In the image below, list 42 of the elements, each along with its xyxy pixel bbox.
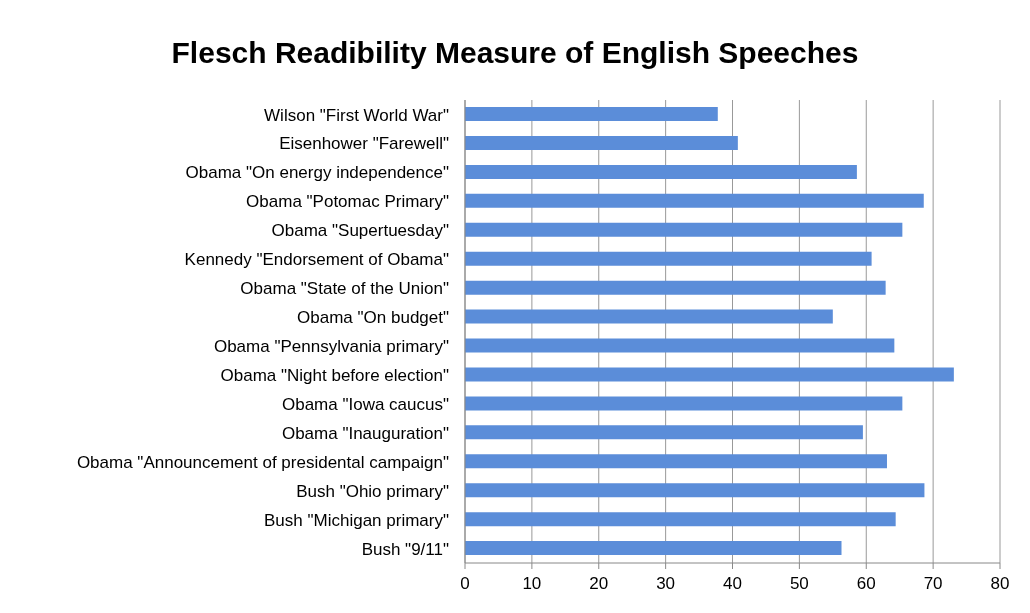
y-tick-label: Obama "Iowa caucus"	[281, 394, 449, 414]
bar	[465, 512, 896, 527]
y-tick-label: Obama "Supertuesday"	[271, 221, 449, 241]
y-tick-label: Obama "Night before election"	[220, 365, 449, 385]
bar	[465, 251, 872, 266]
y-tick-label: Obama "State of the Union"	[240, 279, 449, 299]
x-tick-label: 30	[656, 574, 676, 594]
bar	[465, 107, 718, 121]
y-tick-label: Bush "Ohio primary"	[296, 481, 449, 501]
bar	[465, 193, 924, 208]
y-tick-label: Obama "Announcement of presidental campaign"	[76, 452, 449, 472]
bar	[465, 164, 857, 179]
x-tick-label: 70	[923, 574, 943, 594]
bar	[465, 396, 903, 411]
bar	[465, 425, 863, 440]
x-tick-label: 80	[990, 574, 1010, 594]
x-tick-label: 50	[789, 574, 809, 594]
y-tick-label: Wilson "First World War"	[264, 105, 449, 125]
bar	[465, 309, 833, 324]
x-tick-label: 40	[723, 574, 742, 594]
bar	[465, 483, 925, 498]
bar	[465, 222, 903, 237]
x-tick-label: 20	[589, 574, 609, 594]
y-tick-label: Eisenhower "Farewell"	[279, 134, 449, 154]
bar	[465, 367, 954, 382]
x-tick-label: 60	[856, 574, 876, 594]
bar	[465, 135, 738, 150]
y-tick-label: Bush "9/11"	[361, 539, 449, 559]
y-tick-label: Obama "Potomac Primary"	[246, 192, 449, 212]
y-tick-label: Kennedy "Endorsement of Obama"	[184, 250, 449, 270]
bar	[465, 541, 842, 556]
y-tick-label: Obama "Inauguration"	[281, 423, 449, 443]
x-tick-label: 10	[522, 574, 542, 594]
y-tick-label: Obama "On budget"	[297, 308, 449, 328]
y-tick-label: Bush "Michigan primary"	[264, 510, 449, 530]
y-tick-label: Obama "On energy independence"	[185, 163, 449, 183]
bar	[465, 280, 886, 295]
bar	[465, 454, 887, 469]
y-tick-label: Obama "Pennsylvania primary"	[213, 337, 449, 356]
x-tick-label: 0	[460, 574, 470, 594]
bar	[465, 338, 895, 353]
chart-title: Flesch Readibility Measure of English Speeches	[170, 36, 860, 70]
